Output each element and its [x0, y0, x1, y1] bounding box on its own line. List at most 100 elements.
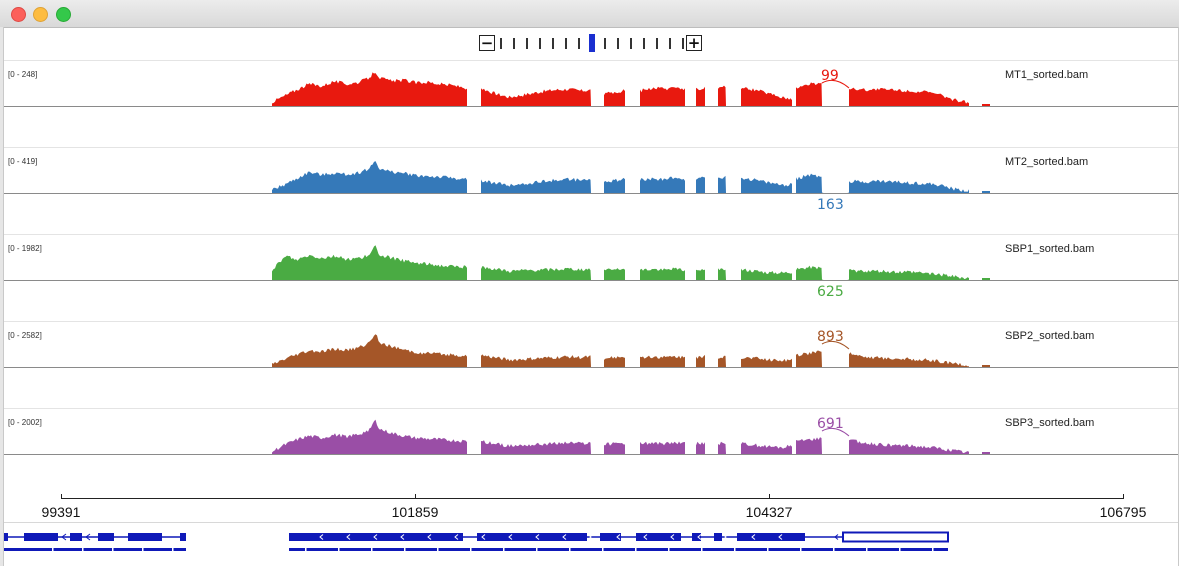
gene-exon [714, 533, 722, 541]
gene-strand-gap [404, 548, 406, 551]
zoom-in-button[interactable]: + [686, 34, 702, 52]
gene-strand-gap [52, 548, 54, 551]
zoom-level-tick[interactable] [630, 38, 632, 49]
gene-exon [24, 533, 58, 541]
gene-exon [600, 533, 621, 541]
gene-direction-marker [697, 534, 702, 540]
coverage-exon-block [272, 72, 467, 106]
coverage-histogram [272, 419, 990, 454]
zoom-level-tick[interactable] [500, 38, 502, 49]
zoom-out-button[interactable]: − [479, 34, 495, 52]
coverage-exon-block [640, 176, 685, 193]
coverage-histogram [272, 245, 990, 281]
coverage-tail-bar [982, 278, 990, 280]
coverage-exon-block [272, 245, 467, 280]
gene-strand-gap [932, 548, 934, 551]
track-baseline [4, 106, 1178, 107]
coverage-exon-block [741, 268, 792, 280]
coverage-exon-block [481, 88, 591, 106]
window-titlebar [0, 0, 1179, 28]
zoom-level-tick[interactable] [669, 38, 671, 49]
zoom-level-tick[interactable] [589, 34, 595, 52]
coverage-exon-block [640, 86, 685, 106]
gene-direction-marker [643, 534, 648, 540]
coverage-exon-block [849, 439, 969, 454]
gene-direction-marker [535, 534, 540, 540]
gene-strand-gap [668, 548, 670, 551]
gene-direction-marker [319, 534, 324, 540]
genomic-ruler: 99391 101859 104327 106795 [4, 486, 1178, 522]
gene-direction-marker [373, 534, 378, 540]
coverage-exon-block [796, 173, 822, 193]
track-name[interactable]: SBP1_sorted.bam [1005, 243, 1095, 255]
splice-junction-arc[interactable] [821, 427, 850, 437]
gene-strand-gap [503, 548, 505, 551]
coverage-exon-block [604, 177, 625, 193]
track-data-range: [0 - 2582] [8, 331, 42, 340]
zoom-window-button[interactable] [56, 7, 71, 22]
coverage-exon-block [696, 354, 705, 367]
splice-junction-arc[interactable] [821, 79, 850, 89]
coverage-tail-bar [982, 104, 990, 106]
coverage-exon-block [718, 355, 726, 367]
coverage-exon-block [741, 442, 792, 454]
zoom-level-tick[interactable] [552, 38, 554, 49]
gene-direction-marker [508, 534, 513, 540]
coverage-track[interactable]: [0 - 2002] SBP3_sorted.bam 691 [4, 408, 1178, 495]
coverage-exon-block [272, 161, 467, 193]
coverage-exon-block [796, 82, 822, 106]
zoom-widget: − + [478, 33, 708, 53]
zoom-level-tick[interactable] [526, 38, 528, 49]
gene-exon [70, 533, 82, 541]
gene-annotation-track[interactable] [0, 524, 1179, 566]
close-window-button[interactable] [11, 7, 26, 22]
ruler-tick [61, 494, 62, 499]
gene-strand-gap [569, 548, 571, 551]
zoom-level-tick[interactable] [578, 38, 580, 49]
coverage-exon-block [481, 177, 591, 193]
gene-strand-gap [602, 548, 604, 551]
zoom-level-tick[interactable] [682, 38, 684, 49]
zoom-level-tick[interactable] [617, 38, 619, 49]
gene-strand-gap [338, 548, 340, 551]
junction-count-label: 99 [821, 68, 839, 84]
track-name[interactable]: SBP3_sorted.bam [1005, 417, 1095, 429]
splice-junction-arc[interactable] [821, 340, 850, 350]
track-name[interactable]: MT1_sorted.bam [1005, 69, 1089, 81]
zoom-level-tick[interactable] [643, 38, 645, 49]
track-name[interactable]: MT2_sorted.bam [1005, 156, 1089, 168]
coverage-exon-block [604, 442, 625, 454]
gene-direction-marker [454, 534, 459, 540]
gene-strand-bar [289, 548, 948, 551]
coverage-track[interactable]: [0 - 1982] SBP1_sorted.bam 625 [4, 234, 1178, 321]
minimize-window-button[interactable] [33, 7, 48, 22]
gene-direction-marker [834, 534, 839, 540]
gene-direction-marker [427, 534, 432, 540]
coverage-track[interactable]: [0 - 419] MT2_sorted.bam 163 [4, 147, 1178, 234]
track-name[interactable]: SBP2_sorted.bam [1005, 330, 1095, 342]
gene-strand-gap [437, 548, 439, 551]
coverage-tail-bar [982, 452, 990, 454]
zoom-level-tick[interactable] [604, 38, 606, 49]
junction-count-label: 625 [817, 284, 844, 300]
zoom-level-tick[interactable] [565, 38, 567, 49]
gene-direction-marker [61, 533, 91, 541]
gene-track-separator [4, 522, 1178, 523]
coverage-exon-block [796, 350, 822, 367]
coverage-exon-block [481, 440, 591, 454]
zoom-level-tick[interactable] [656, 38, 658, 49]
coverage-exon-block [741, 87, 792, 106]
track-data-range: [0 - 419] [8, 157, 38, 166]
gene-direction-marker [670, 534, 675, 540]
gene-strand-gap [701, 548, 703, 551]
coverage-exon-block [696, 269, 705, 280]
track-data-range: [0 - 2002] [8, 418, 42, 427]
coverage-track[interactable]: [0 - 2582] SBP2_sorted.bam 893 [4, 321, 1178, 408]
coverage-exon-block [696, 86, 705, 106]
junction-count-label: 691 [817, 416, 844, 432]
coverage-track[interactable]: [0 - 248] MT1_sorted.bam 99 [4, 60, 1178, 147]
zoom-level-tick[interactable] [539, 38, 541, 49]
coverage-exon-block [849, 269, 969, 280]
gene-strand-gap [371, 548, 373, 551]
zoom-level-tick[interactable] [513, 38, 515, 49]
